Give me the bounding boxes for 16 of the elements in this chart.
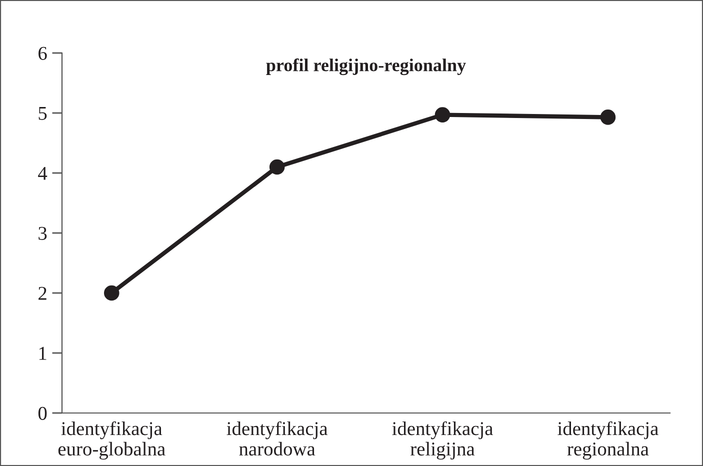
x-tick-label: identyfikacja narodowa bbox=[226, 421, 328, 456]
x-tick-label: identyfikacja euro-globalna bbox=[58, 421, 166, 460]
y-tick-label: 0 bbox=[38, 406, 47, 420]
y-tick-label: 3 bbox=[38, 226, 47, 240]
point bbox=[104, 285, 120, 301]
y-tick-label: 6 bbox=[38, 46, 47, 60]
x-tick-label: identyfikacja religijna bbox=[392, 421, 493, 460]
point bbox=[269, 159, 285, 175]
point bbox=[434, 107, 450, 122]
chart-title: profil religijno-regionalny bbox=[266, 58, 466, 76]
y-tick-label: 1 bbox=[39, 346, 46, 360]
x-tick-label: identyfikacja regionalna bbox=[558, 421, 658, 460]
y-tick-label: 2 bbox=[38, 286, 46, 300]
point bbox=[600, 110, 616, 125]
y-tick-label: 4 bbox=[38, 166, 48, 180]
y-tick-label: 5 bbox=[38, 107, 47, 120]
